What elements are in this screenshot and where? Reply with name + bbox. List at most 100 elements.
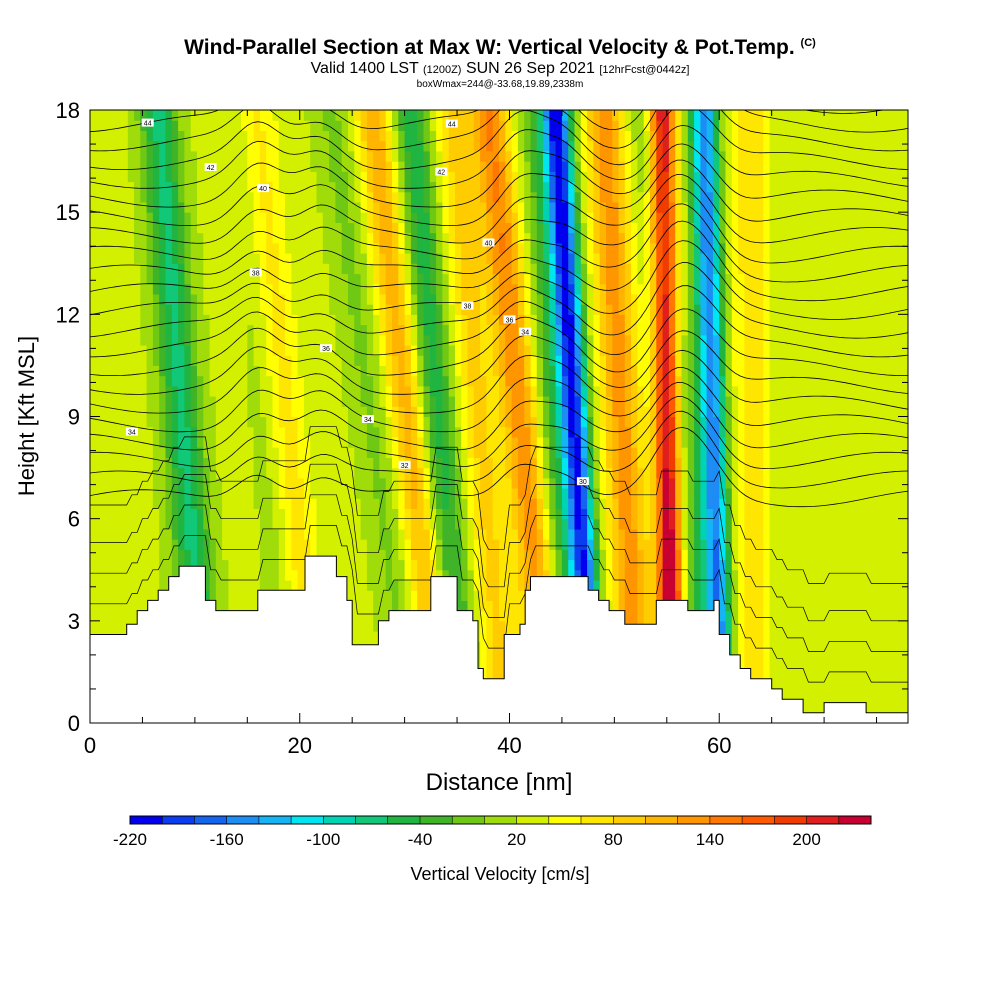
- velocity-cell: [341, 518, 349, 530]
- velocity-cell: [700, 406, 708, 418]
- velocity-cell: [555, 436, 563, 448]
- velocity-cell: [171, 569, 179, 581]
- velocity-cell: [807, 569, 815, 581]
- velocity-cell: [675, 447, 683, 458]
- velocity-cell: [429, 375, 437, 387]
- velocity-cell: [373, 559, 381, 571]
- velocity-cell: [366, 508, 374, 520]
- velocity-cell: [505, 559, 513, 571]
- velocity-cell: [272, 447, 280, 458]
- velocity-cell: [738, 518, 745, 530]
- velocity-cell: [499, 631, 506, 642]
- velocity-cell: [819, 416, 827, 428]
- velocity-cell: [895, 641, 903, 653]
- velocity-cell: [889, 375, 896, 387]
- velocity-cell: [354, 324, 362, 336]
- velocity-cell: [360, 631, 368, 642]
- velocity-cell: [876, 692, 884, 704]
- subtitle-valid: Valid 1400 LST: [310, 60, 419, 77]
- velocity-cell: [492, 641, 500, 653]
- velocity-cell: [423, 528, 431, 540]
- velocity-cell: [687, 426, 695, 438]
- velocity-cell: [876, 385, 884, 397]
- velocity-cell: [832, 355, 840, 366]
- velocity-cell: [436, 355, 443, 366]
- velocity-cell: [373, 467, 381, 479]
- velocity-cell: [606, 549, 613, 561]
- velocity-cell: [643, 334, 651, 346]
- velocity-cell: [775, 447, 783, 458]
- velocity-cell: [819, 528, 827, 540]
- velocity-cell: [813, 436, 821, 448]
- velocity-cell: [530, 385, 538, 397]
- velocity-cell: [687, 355, 695, 366]
- velocity-cell: [580, 488, 588, 499]
- velocity-cell: [467, 396, 475, 407]
- velocity-cell: [266, 518, 274, 530]
- velocity-cell: [612, 539, 620, 550]
- velocity-cell: [96, 559, 104, 571]
- velocity-cell: [184, 396, 192, 407]
- velocity-cell: [366, 498, 374, 509]
- velocity-cell: [511, 528, 519, 540]
- velocity-cell: [838, 385, 846, 397]
- velocity-cell: [775, 416, 783, 428]
- velocity-cell: [360, 457, 368, 469]
- velocity-cell: [568, 385, 576, 397]
- velocity-cell: [473, 406, 481, 418]
- velocity-cell: [259, 498, 267, 509]
- velocity-cell: [876, 406, 884, 418]
- velocity-cell: [241, 355, 248, 366]
- velocity-cell: [102, 334, 110, 346]
- velocity-cell: [259, 375, 267, 387]
- velocity-cell: [712, 477, 720, 489]
- velocity-cell: [637, 569, 645, 581]
- velocity-cell: [864, 345, 871, 356]
- velocity-cell: [241, 600, 248, 612]
- velocity-cell: [731, 590, 739, 601]
- velocity-cell: [807, 477, 815, 489]
- velocity-cell: [505, 600, 513, 612]
- velocity-cell: [801, 498, 808, 509]
- velocity-cell: [171, 406, 179, 418]
- velocity-cell: [807, 396, 815, 407]
- velocity-cell: [184, 345, 192, 356]
- velocity-cell: [385, 498, 393, 509]
- velocity-cell: [480, 641, 487, 653]
- velocity-cell: [864, 334, 871, 346]
- velocity-cell: [366, 477, 374, 489]
- velocity-cell: [643, 416, 651, 428]
- velocity-cell: [574, 518, 582, 530]
- velocity-cell: [757, 528, 764, 540]
- velocity-cell: [455, 396, 462, 407]
- velocity-cell: [228, 569, 236, 581]
- velocity-cell: [838, 345, 846, 356]
- velocity-cell: [763, 610, 771, 622]
- velocity-cell: [788, 406, 796, 418]
- velocity-cell: [392, 488, 399, 499]
- velocity-cell: [637, 508, 645, 520]
- velocity-cell: [675, 580, 683, 591]
- velocity-cell: [285, 559, 292, 571]
- velocity-cell: [404, 590, 412, 601]
- velocity-cell: [178, 457, 185, 469]
- velocity-cell: [870, 600, 878, 612]
- velocity-cell: [291, 498, 299, 509]
- velocity-cell: [492, 518, 500, 530]
- velocity-cell: [203, 549, 211, 561]
- velocity-cell: [436, 539, 443, 550]
- velocity-cell: [146, 457, 154, 469]
- velocity-cell: [750, 345, 758, 356]
- velocity-cell: [832, 477, 840, 489]
- velocity-cell: [561, 498, 569, 509]
- velocity-cell: [517, 457, 525, 469]
- velocity-cell: [108, 355, 116, 366]
- velocity-cell: [404, 518, 412, 530]
- velocity-cell: [851, 508, 859, 520]
- velocity-cell: [618, 426, 626, 438]
- velocity-cell: [297, 467, 305, 479]
- velocity-cell: [348, 549, 355, 561]
- velocity-cell: [845, 467, 852, 479]
- velocity-cell: [895, 406, 903, 418]
- velocity-cell: [675, 436, 683, 448]
